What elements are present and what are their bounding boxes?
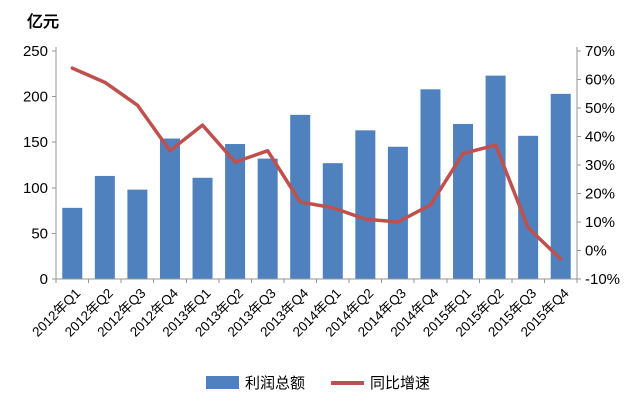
legend-item-growth: 同比增速 [331, 372, 430, 393]
bar [453, 123, 474, 280]
legend-item-profit: 利润总额 [205, 372, 305, 393]
bar [192, 177, 213, 279]
bar-series [62, 75, 571, 280]
right-axis-tick-label: 20% [585, 186, 615, 203]
right-axis-tick-label: 10% [585, 214, 615, 231]
legend-label-profit: 利润总额 [244, 375, 305, 392]
bar [257, 158, 278, 279]
bar [225, 144, 246, 279]
bar [355, 130, 376, 279]
left-axis-tick-label: 50 [31, 225, 48, 242]
left-axis-tick-label: 100 [23, 180, 48, 197]
axes [52, 47, 581, 283]
bar [94, 175, 115, 279]
bar-series-swatch [205, 376, 239, 389]
left-axis-title: 亿元 [27, 14, 60, 31]
bar [322, 163, 343, 279]
bar [550, 93, 571, 279]
right-axis-tick-label: 30% [585, 157, 615, 174]
right-axis-tick-label: 60% [585, 72, 615, 89]
bar [159, 138, 180, 279]
legend-label-growth: 同比增速 [370, 375, 431, 392]
bar [127, 189, 148, 279]
left-axis-tick-label: 150 [23, 134, 48, 151]
left-axis-tick-label: 0 [40, 271, 48, 288]
bar [518, 135, 539, 279]
right-axis-tick-label: -10% [585, 271, 620, 288]
bar [485, 75, 506, 280]
right-axis-tick-label: 70% [585, 43, 615, 60]
right-axis-tick-label: 40% [585, 129, 615, 146]
growth-rate-line [70, 66, 563, 261]
right-axis-tick-label: 0% [585, 243, 607, 260]
bar [387, 146, 408, 279]
line-series-swatch [331, 380, 364, 385]
bar [420, 89, 441, 279]
bar [290, 114, 311, 279]
left-axis-tick-label: 250 [23, 43, 48, 60]
bar [62, 207, 83, 279]
right-axis-tick-label: 50% [585, 100, 615, 117]
chart-legend: 利润总额 同比增速 [0, 372, 636, 393]
left-axis-tick-label: 200 [23, 89, 48, 106]
